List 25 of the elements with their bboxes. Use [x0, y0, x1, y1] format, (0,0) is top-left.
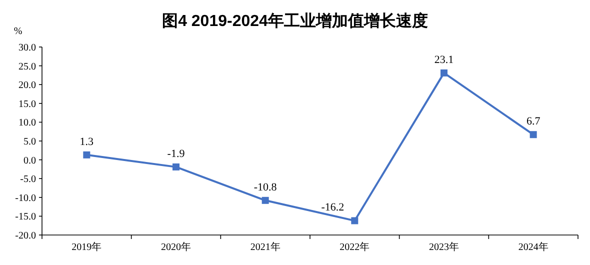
y-axis-title: %	[14, 26, 22, 37]
x-tick-label: 2022年	[340, 241, 370, 253]
y-tick-label: 15.0	[18, 98, 36, 110]
y-tick-label: 30.0	[18, 42, 36, 54]
y-tick-label: 5.0	[24, 136, 36, 148]
x-tick-label: 2020年	[161, 241, 191, 253]
x-tick-label: 2023年	[429, 241, 459, 253]
data-label: 23.1	[434, 54, 454, 66]
y-tick-label: 20.0	[18, 80, 36, 92]
data-label: -1.9	[167, 148, 186, 160]
y-tick-label: 0.0	[24, 155, 36, 166]
chart-title: 图4 2019-2024年工业增加值增长速度	[162, 11, 428, 30]
x-tick-label: 2024年	[518, 241, 548, 253]
y-tick-label: 25.0	[18, 61, 36, 72]
y-tick-label: -5.0	[20, 174, 36, 186]
data-label: 6.7	[526, 116, 541, 128]
data-label: 1.3	[80, 136, 94, 148]
y-tick-label: -15.0	[15, 212, 36, 223]
y-tick-label: 10.0	[18, 118, 36, 129]
y-tick-label: -20.0	[15, 230, 36, 242]
x-tick-label: 2019年	[72, 241, 102, 253]
x-tick-label: 2021年	[250, 241, 280, 253]
data-label: -16.2	[321, 202, 344, 214]
data-label: -10.8	[254, 181, 278, 194]
y-tick-label: -10.0	[15, 192, 36, 204]
